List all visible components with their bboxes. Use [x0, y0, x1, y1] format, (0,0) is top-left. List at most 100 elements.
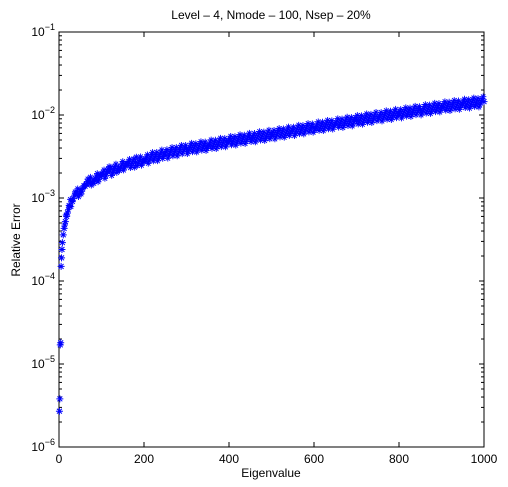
data-point-fill	[270, 127, 278, 134]
data-point-fill	[151, 155, 158, 163]
data-point-fill	[234, 137, 241, 145]
data-point-fill	[349, 120, 357, 128]
data-point-fill	[294, 124, 302, 131]
data-point-fill	[62, 211, 70, 219]
data-point-fill	[262, 135, 269, 142]
data-point-fill	[299, 122, 307, 129]
data-point-fill	[136, 155, 143, 163]
data-point-fill	[366, 115, 373, 122]
data-point-fill	[390, 110, 398, 117]
data-point-fill	[324, 116, 331, 124]
data-point-fill	[314, 120, 321, 128]
data-point-fill	[325, 125, 332, 133]
data-point-fill	[109, 170, 116, 177]
data-point-fill	[128, 162, 135, 169]
data-point-fill	[403, 113, 410, 120]
data-point-fill	[207, 136, 215, 144]
data-point-fill	[389, 112, 397, 119]
data-point-fill	[206, 140, 213, 148]
data-point-fill	[156, 151, 164, 158]
data-point-fill	[253, 136, 260, 144]
data-point-fill	[473, 99, 480, 106]
data-point-fill	[243, 136, 251, 143]
data-point-fill	[258, 134, 265, 142]
data-point-fill	[155, 155, 162, 162]
data-point-fill	[382, 109, 389, 116]
data-point-fill	[227, 132, 234, 140]
data-point-fill	[336, 122, 343, 129]
data-point-fill	[171, 148, 178, 155]
data-point-fill	[445, 100, 452, 108]
data-point-fill	[80, 182, 87, 189]
data-point-fill	[162, 148, 170, 155]
data-point-fill	[346, 118, 353, 125]
data-point-fill	[212, 136, 219, 144]
data-point-fill	[202, 147, 210, 154]
data-point-fill	[146, 155, 154, 163]
data-point-fill	[239, 135, 246, 143]
data-point-fill	[110, 167, 117, 175]
data-point-fill	[350, 118, 358, 126]
data-point-fill	[173, 144, 180, 151]
data-point-fill	[344, 122, 352, 130]
data-point-fill	[296, 130, 303, 138]
data-point-fill	[247, 138, 255, 145]
data-point-fill	[434, 104, 441, 111]
data-point-fill	[391, 108, 398, 115]
data-point-fill	[407, 113, 415, 120]
data-point-fill	[100, 168, 107, 176]
data-point-fill	[368, 119, 375, 127]
data-point-fill	[139, 159, 146, 167]
data-point-fill	[345, 120, 353, 127]
data-point-fill	[134, 160, 142, 167]
data-point-fill	[285, 123, 292, 131]
data-point-fill	[232, 142, 239, 149]
data-point-fill	[78, 188, 86, 195]
data-point-fill	[181, 144, 188, 151]
data-point-fill	[137, 153, 144, 160]
data-point-fill	[128, 160, 136, 167]
data-point-fill	[338, 117, 345, 125]
data-point-fill	[429, 104, 437, 111]
data-point-fill	[273, 131, 280, 138]
data-point-fill	[82, 183, 89, 190]
data-point-fill	[220, 137, 228, 144]
data-point-fill	[364, 119, 371, 126]
data-point-fill	[134, 162, 141, 169]
data-point-fill	[295, 121, 302, 129]
data-point-fill	[371, 113, 378, 120]
data-point-fill	[405, 108, 412, 116]
data-point-fill	[460, 97, 467, 105]
data-point-fill	[277, 131, 285, 139]
data-point-fill	[417, 111, 425, 119]
data-point-fill	[282, 130, 290, 137]
data-point-fill	[241, 140, 249, 147]
data-point-fill	[172, 146, 179, 153]
data-point-fill	[366, 112, 374, 120]
data-point-fill	[170, 150, 177, 158]
data-point-fill	[402, 104, 409, 111]
data-point-fill	[455, 97, 462, 104]
data-point-fill	[276, 134, 284, 141]
data-point-fill	[311, 126, 319, 134]
data-point-fill	[61, 221, 68, 229]
data-point-fill	[199, 145, 206, 152]
data-point-fill	[360, 119, 367, 126]
data-point-fill	[246, 129, 253, 137]
data-point-fill	[264, 128, 272, 136]
data-point-fill	[269, 131, 276, 138]
data-point-fill	[332, 119, 340, 127]
data-point-fill	[186, 144, 194, 151]
data-point-fill	[342, 118, 349, 125]
data-point-fill	[440, 102, 447, 109]
data-point-fill	[74, 185, 81, 192]
data-point-fill	[363, 110, 370, 117]
data-point-fill	[70, 195, 77, 202]
data-point-fill	[214, 141, 222, 148]
data-point-fill	[293, 126, 301, 133]
data-point-fill	[470, 94, 477, 102]
data-point-fill	[253, 134, 261, 142]
data-point-fill	[229, 139, 236, 147]
data-point-fill	[252, 138, 259, 146]
data-point-fill	[174, 150, 182, 158]
